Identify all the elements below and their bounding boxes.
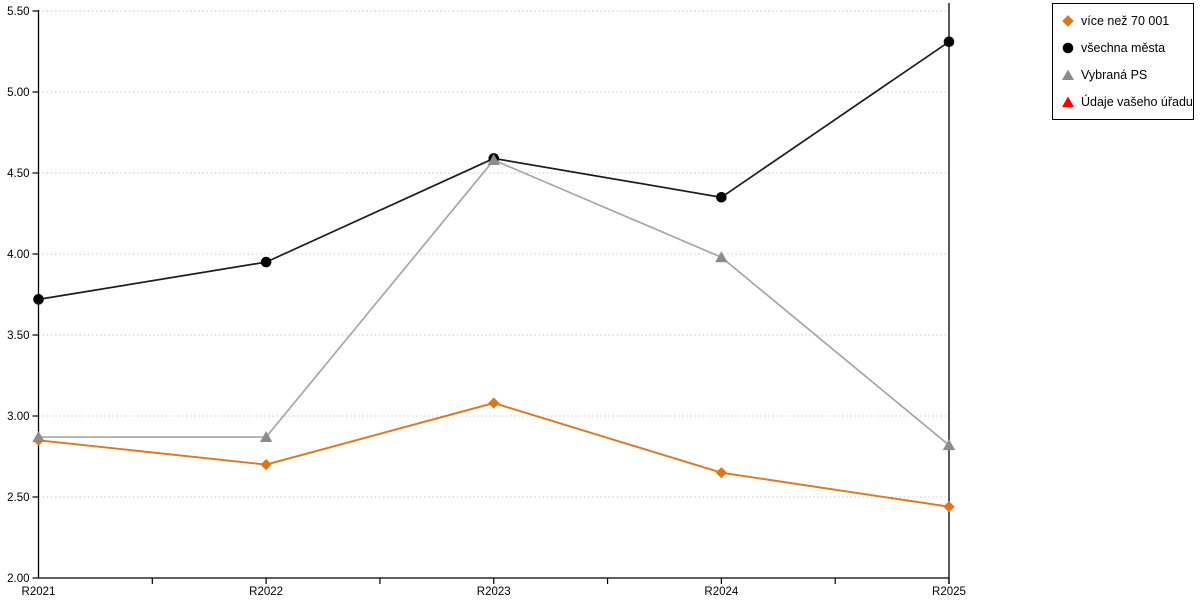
x-tick-label: R2024 xyxy=(704,586,738,598)
legend-label: více než 70 001 xyxy=(1081,14,1170,29)
x-tick-label: R2021 xyxy=(22,586,56,598)
data-point xyxy=(259,431,273,443)
x-tick-label: R2025 xyxy=(932,586,966,598)
legend-item: Údaje vašeho úřadu xyxy=(1061,95,1193,109)
legend-item: všechna města xyxy=(1061,41,1193,55)
x-tick-label: R2023 xyxy=(477,586,511,598)
triangle-marker-icon xyxy=(1062,96,1074,107)
circle-marker-icon xyxy=(1062,42,1074,54)
data-point xyxy=(33,294,44,305)
x-tick-label: R2022 xyxy=(249,586,283,598)
circle-marker-shape xyxy=(1062,42,1074,54)
legend-label: Údaje vašeho úřadu xyxy=(1081,94,1193,109)
data-point xyxy=(487,154,500,166)
y-tick-label: 4.00 xyxy=(7,249,29,261)
legend-item: více než 70 001 xyxy=(1061,14,1193,28)
series-line-0 xyxy=(38,402,950,508)
data-point xyxy=(943,501,955,513)
series-line-1 xyxy=(38,41,950,301)
y-tick-label: 3.00 xyxy=(7,411,29,423)
y-tick-label: 4.50 xyxy=(7,168,29,180)
legend-item: Vybraná PS xyxy=(1061,68,1193,82)
data-point xyxy=(32,431,45,443)
legend-label: všechna města xyxy=(1081,41,1166,56)
data-point xyxy=(942,439,956,451)
data-point xyxy=(715,251,728,263)
data-point xyxy=(260,256,272,268)
data-point xyxy=(943,36,955,48)
y-tick-label: 5.50 xyxy=(7,6,29,18)
legend-label: Vybraná PS xyxy=(1081,67,1148,82)
triangle-marker-icon xyxy=(1062,69,1074,80)
y-tick-label: 2.50 xyxy=(7,492,29,504)
legend-box: více než 70 001 všechna města Vybraná PS Úd… xyxy=(1052,3,1194,120)
data-point xyxy=(488,397,500,409)
data-point xyxy=(715,467,727,479)
diamond-marker-icon xyxy=(1062,15,1074,28)
diamond-marker-shape xyxy=(1062,15,1074,28)
triangle-marker-shape xyxy=(1062,96,1074,107)
data-point xyxy=(716,192,727,203)
y-tick-label: 3.50 xyxy=(7,330,29,342)
data-point xyxy=(260,459,272,471)
y-tick-label: 2.00 xyxy=(7,573,29,585)
triangle-marker-shape xyxy=(1062,69,1074,80)
y-tick-label: 5.00 xyxy=(7,87,29,99)
